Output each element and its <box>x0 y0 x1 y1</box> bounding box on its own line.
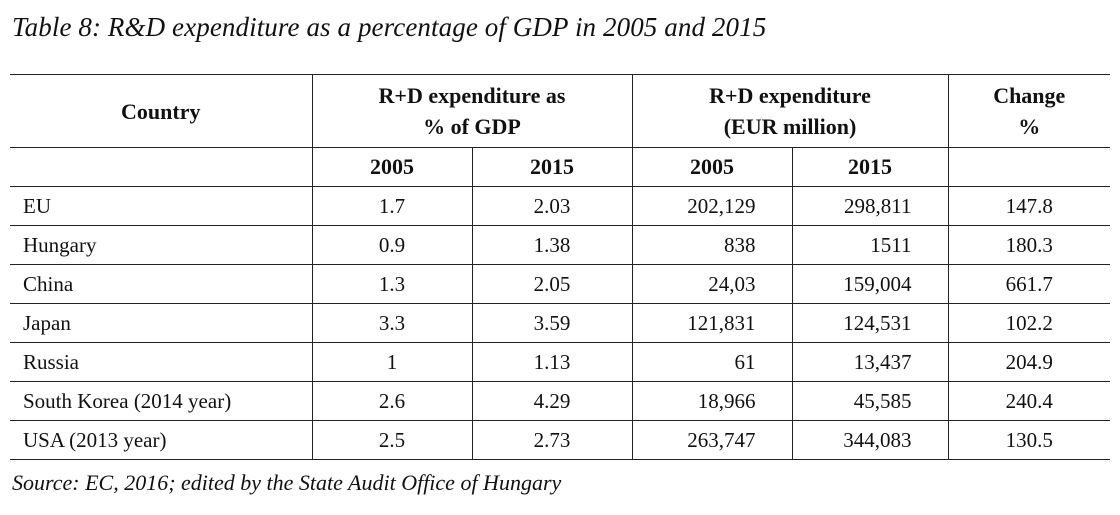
cell-eur-2005: 121,831 <box>631 303 792 343</box>
cell-eur-2005: 18,966 <box>631 381 792 421</box>
header-change-line2: % <box>1018 114 1041 139</box>
year-header-eur-2015: 2015 <box>791 147 948 187</box>
table-row: EU 1.7 2.03 202,129 298,811 147.8 <box>10 186 1110 226</box>
header-change: Change % <box>947 74 1110 148</box>
table-row: Japan 3.3 3.59 121,831 124,531 102.2 <box>10 303 1110 343</box>
cell-eur-2005: 202,129 <box>631 186 792 226</box>
cell-eur-2005: 263,747 <box>631 420 792 460</box>
cell-change: 102.2 <box>947 303 1110 343</box>
year-header-gdp-2005: 2005 <box>311 147 472 187</box>
header-change-line1: Change <box>993 83 1066 108</box>
cell-change: 130.5 <box>947 420 1110 460</box>
table-row: Hungary 0.9 1.38 838 1511 180.3 <box>10 225 1110 265</box>
table-row: China 1.3 2.05 24,03 159,004 661.7 <box>10 264 1110 304</box>
cell-gdp-2015: 4.29 <box>471 381 632 421</box>
header-country: Country <box>10 74 312 148</box>
cell-country: China <box>10 264 312 304</box>
cell-gdp-2015: 1.13 <box>471 342 632 382</box>
cell-country: South Korea (2014 year) <box>10 381 312 421</box>
cell-eur-2005: 61 <box>631 342 792 382</box>
year-header-gdp-2015: 2015 <box>471 147 632 187</box>
cell-gdp-2015: 2.73 <box>471 420 632 460</box>
cell-change: 180.3 <box>947 225 1110 265</box>
cell-change: 240.4 <box>947 381 1110 421</box>
cell-gdp-2015: 3.59 <box>471 303 632 343</box>
cell-country: USA (2013 year) <box>10 420 312 460</box>
year-header-change-blank <box>947 147 1110 187</box>
cell-gdp-2005: 2.5 <box>311 420 472 460</box>
cell-eur-2015: 1511 <box>791 225 948 265</box>
cell-gdp-2015: 1.38 <box>471 225 632 265</box>
cell-gdp-2015: 2.03 <box>471 186 632 226</box>
header-eur-line1: R+D expenditure <box>709 83 871 108</box>
cell-eur-2005: 24,03 <box>631 264 792 304</box>
cell-eur-2015: 298,811 <box>791 186 948 226</box>
cell-gdp-2015: 2.05 <box>471 264 632 304</box>
cell-gdp-2005: 1.7 <box>311 186 472 226</box>
header-gdp-pct-line2: % of GDP <box>423 114 521 139</box>
header-eur-line2: (EUR million) <box>723 114 857 139</box>
table-caption: Table 8: R&D expenditure as a percentage… <box>12 12 767 42</box>
cell-gdp-2005: 2.6 <box>311 381 472 421</box>
year-header-blank <box>10 147 312 187</box>
cell-eur-2015: 344,083 <box>791 420 948 460</box>
table-row: South Korea (2014 year) 2.6 4.29 18,966 45,5… <box>10 381 1110 421</box>
cell-eur-2015: 159,004 <box>791 264 948 304</box>
header-gdp-pct: R+D expenditure as % of GDP <box>311 74 632 148</box>
year-header-eur-2005: 2005 <box>631 147 792 187</box>
cell-gdp-2005: 1 <box>311 342 472 382</box>
cell-country: Japan <box>10 303 312 343</box>
header-eur-million: R+D expenditure (EUR million) <box>631 74 948 148</box>
header-gdp-pct-line1: R+D expenditure as <box>378 83 566 108</box>
cell-eur-2015: 45,585 <box>791 381 948 421</box>
cell-eur-2015: 13,437 <box>791 342 948 382</box>
table-row: Russia 1 1.13 61 13,437 204.9 <box>10 342 1110 382</box>
header-row: Country R+D expenditure as % of GDP R+D … <box>10 74 1110 148</box>
year-header-row: 2005 2015 2005 2015 <box>10 147 1110 187</box>
cell-country: EU <box>10 186 312 226</box>
cell-gdp-2005: 1.3 <box>311 264 472 304</box>
cell-eur-2015: 124,531 <box>791 303 948 343</box>
cell-gdp-2005: 3.3 <box>311 303 472 343</box>
rd-expenditure-table: Country R+D expenditure as % of GDP R+D … <box>10 74 1110 460</box>
cell-eur-2005: 838 <box>631 225 792 265</box>
cell-country: Russia <box>10 342 312 382</box>
cell-change: 661.7 <box>947 264 1110 304</box>
cell-change: 204.9 <box>947 342 1110 382</box>
table-source-note: Source: EC, 2016; edited by the State Au… <box>12 470 562 495</box>
cell-country: Hungary <box>10 225 312 265</box>
cell-change: 147.8 <box>947 186 1110 226</box>
cell-gdp-2005: 0.9 <box>311 225 472 265</box>
table-row: USA (2013 year) 2.5 2.73 263,747 344,083 130.… <box>10 420 1110 460</box>
